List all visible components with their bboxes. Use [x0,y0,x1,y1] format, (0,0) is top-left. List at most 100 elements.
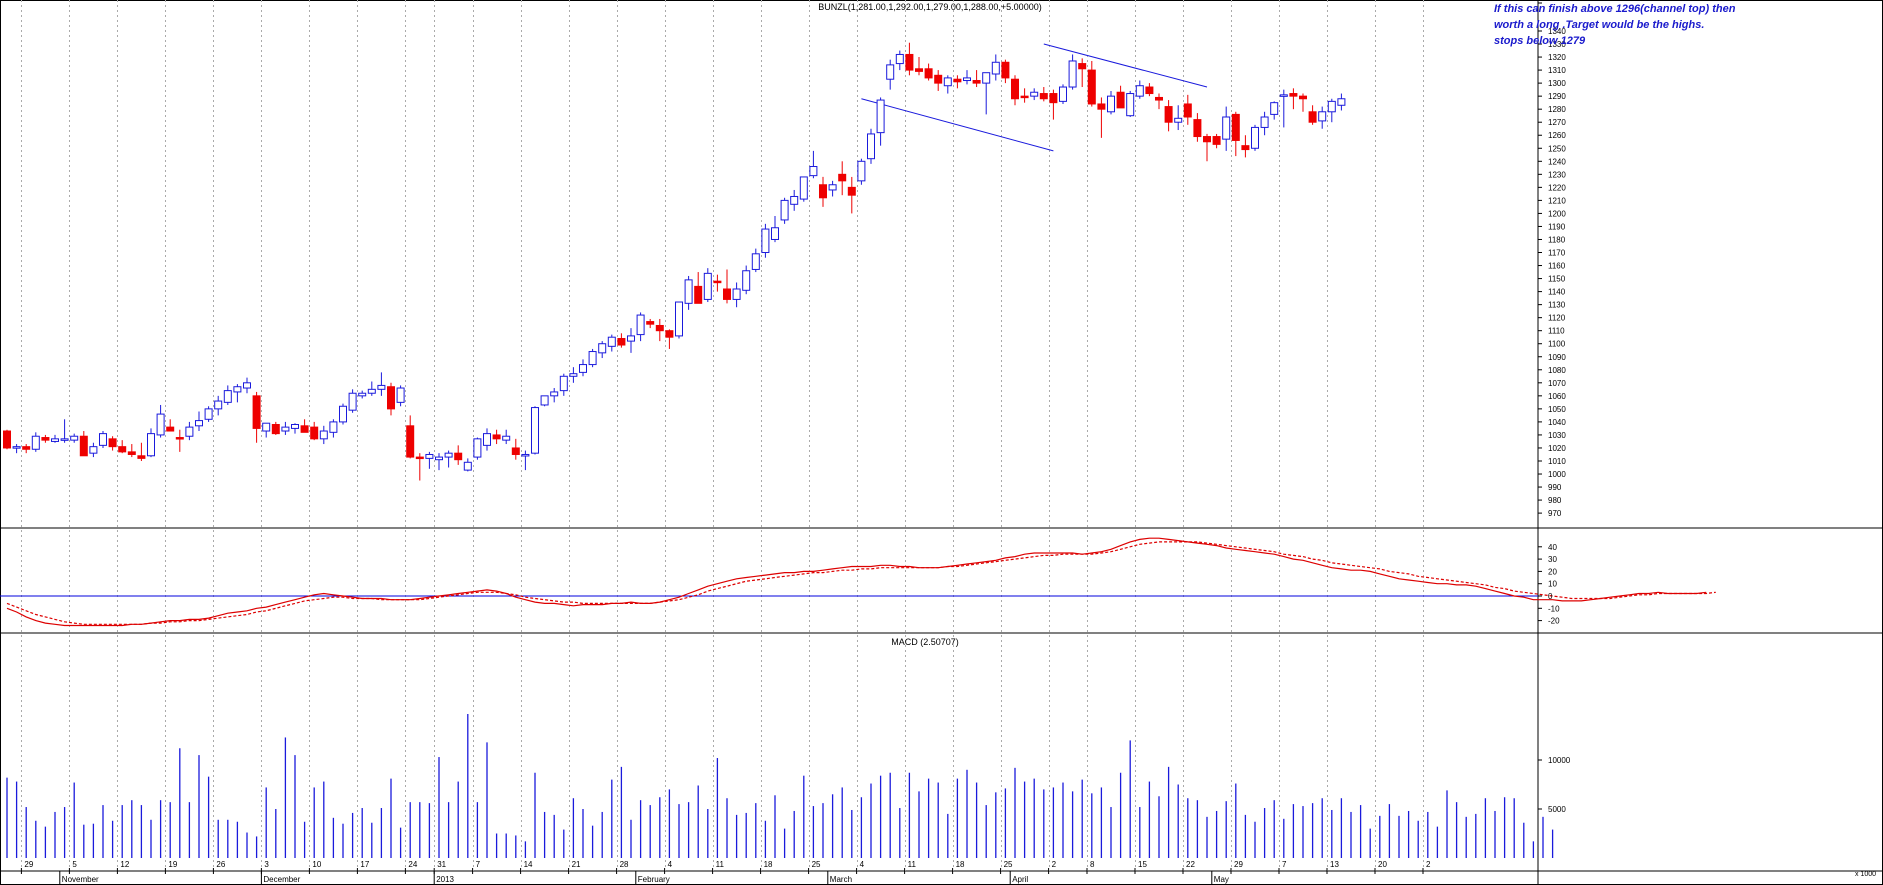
candle-body [70,435,79,441]
y-tick-label: 1140 [1548,288,1566,297]
x-tick-label: 22 [1186,860,1195,869]
y-tick-label: 1160 [1548,262,1566,271]
price-panel: BUNZL(1,281.00,1,292.00,1,279.00,1,288.0… [3,2,1736,518]
candle-body [1327,100,1336,113]
candle-body [550,391,559,397]
candle-body [934,74,943,84]
macd-tick-label: -20 [1548,617,1560,626]
candle-body [271,424,280,435]
candle-body [1212,136,1221,145]
candle-body [857,160,866,182]
candle-body [991,61,1000,75]
x-tick-label: 7 [1282,860,1287,869]
candle-body [943,77,952,87]
candle-body [1078,63,1087,70]
volume-tick-label: 5000 [1548,805,1566,814]
x-tick-label: 18 [764,860,773,869]
y-tick-label: 1120 [1548,314,1566,323]
month-label: April [1012,875,1028,884]
candle-body [291,424,299,429]
y-tick-label: 1320 [1548,53,1566,62]
candle-body [329,421,338,433]
macd-axis: 40 30 20 10 0 -10 -20 [1538,543,1560,626]
y-tick-label: 970 [1548,509,1562,518]
y-tick-label: 1060 [1548,392,1566,401]
candle-body [156,413,165,436]
volume-axis: 5000 10000 [1538,756,1571,814]
macd-tick-label: 20 [1548,567,1557,576]
x-tick-label: 11 [908,860,917,869]
x-tick-label: 24 [408,860,417,869]
candle-body [454,452,463,461]
candle-body [598,343,607,354]
candle-body [607,336,616,347]
candle-body [281,426,290,432]
macd-lines [0,537,1716,627]
candle-body [828,184,837,191]
candle-body [809,166,818,177]
candle-body [771,227,779,240]
candle-body [531,407,539,454]
y-tick-label: 1300 [1548,79,1566,88]
candle-body [22,446,31,450]
candle-body [1097,103,1106,110]
channel-upper [1043,43,1208,88]
month-label: May [1214,875,1229,884]
candle-body [137,455,146,459]
x-tick-label: 29 [24,860,33,869]
x-tick-label: 2 [1426,860,1431,869]
y-tick-label: 980 [1548,496,1562,505]
candle-body [214,400,223,410]
candle-body [185,426,194,437]
channel-lower [861,98,1054,152]
candle-body [31,435,40,450]
macd-tick-label: 30 [1548,555,1557,564]
candle-body [166,426,175,432]
candle-body [1174,117,1183,123]
candlesticks [3,42,1346,481]
candle-body [963,77,971,82]
volume-unit-label: x 1000 [1855,871,1876,878]
candle-body [617,338,626,346]
candle-body [723,288,731,300]
y-tick-label: 1150 [1548,275,1566,284]
candle-body [780,199,789,221]
candle-body [348,392,357,411]
candle-body [175,437,184,440]
macd-tick-label: 40 [1548,543,1557,552]
candle-body [41,437,50,441]
candle-body [79,435,88,457]
candle-body [905,53,914,71]
candle-body [713,280,722,284]
y-tick-label: 1210 [1548,196,1566,205]
candle-body [367,388,376,394]
candle-body [377,384,386,390]
date-axis: 29 5 12 19 26 3 10 17 24 31 7 14 21 28 4 11 18 25 4 11 18 25 2… [20,860,1431,885]
x-tick-label: 3 [264,860,269,869]
trend-channel [861,43,1208,152]
y-tick-label: 1250 [1548,144,1566,153]
candle-body [982,72,991,84]
candle-body [790,195,799,205]
candle-body [492,434,501,440]
candle-body [703,272,712,300]
candle-body [12,446,21,449]
candle-body [1260,116,1269,128]
candle-body [1183,103,1192,118]
y-tick-label: 1340 [1548,27,1566,36]
candle-body [60,438,69,441]
price-axis: 970 980 990 1000 1010 1020 1030 1040 1050 1060 107… [1538,2,1566,518]
y-tick-label: 1030 [1548,431,1566,440]
candle-body [819,184,827,199]
macd-tick-label: 0 [1548,592,1553,601]
x-tick-label: 26 [216,860,225,869]
candle-body [684,279,693,304]
annotation-line-2: worth a long .Target would be the highs. [1494,19,1704,31]
candle-body [425,453,434,459]
candle-body [1087,69,1096,105]
candle-body [99,433,107,446]
candle-body [761,228,770,254]
candle-body [195,420,203,427]
x-tick-label: 29 [1234,860,1243,869]
